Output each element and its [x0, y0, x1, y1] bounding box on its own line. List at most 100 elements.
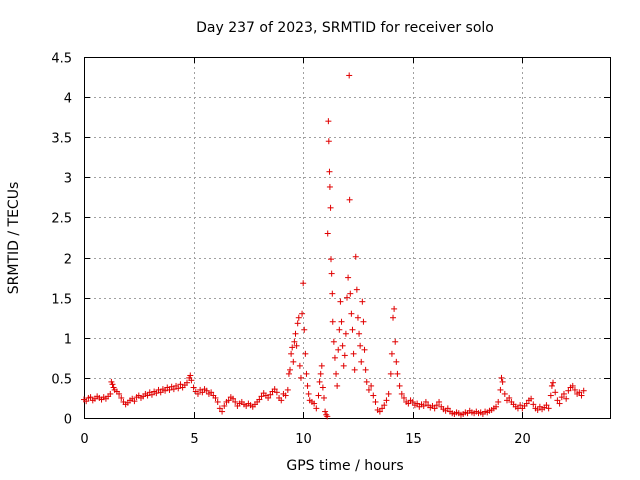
data-point: [558, 394, 565, 401]
data-point: [376, 408, 383, 415]
data-point: [530, 401, 537, 408]
data-point: [303, 370, 310, 377]
data-point: [315, 392, 322, 399]
data-point: [293, 342, 300, 349]
data-point: [273, 389, 280, 396]
data-point: [175, 385, 182, 392]
y-tick-label: 0: [64, 413, 72, 428]
data-point: [381, 402, 388, 409]
data-point: [365, 386, 372, 393]
data-point: [550, 379, 557, 386]
data-point: [313, 405, 320, 412]
data-point: [379, 405, 386, 412]
data-points: [81, 72, 587, 420]
data-point: [177, 381, 184, 388]
plot-frame: [84, 57, 611, 419]
y-tick-label: 3: [64, 172, 72, 187]
data-point: [258, 393, 265, 400]
data-point: [347, 290, 354, 297]
data-point: [87, 394, 94, 401]
x-axis-ticks: 0 5 10 15 20: [80, 57, 531, 447]
data-point: [361, 346, 368, 353]
data-point: [232, 398, 239, 405]
data-point: [325, 138, 332, 145]
data-point: [400, 394, 407, 401]
data-point: [523, 400, 530, 407]
data-point: [305, 390, 312, 397]
y-tick-label: 3.5: [51, 132, 72, 147]
data-point: [338, 318, 345, 325]
data-point: [324, 413, 331, 420]
data-point: [394, 370, 401, 377]
y-axis-ticks: 0 0.5 1 1.5 2 2.5 3 3.5 4 4.5: [51, 52, 610, 428]
data-point: [162, 387, 169, 394]
data-point: [563, 395, 570, 402]
data-point: [83, 398, 90, 405]
data-point: [335, 346, 342, 353]
data-point: [391, 305, 398, 312]
x-tick-label: 5: [190, 432, 198, 447]
data-point: [543, 402, 550, 409]
data-point: [346, 72, 353, 79]
data-point: [294, 320, 301, 327]
data-point: [291, 338, 298, 345]
data-point: [571, 386, 578, 393]
data-point: [203, 387, 210, 394]
data-point: [292, 330, 299, 337]
data-point: [289, 344, 296, 351]
data-point: [188, 377, 195, 384]
data-point: [545, 405, 552, 412]
data-point: [552, 389, 559, 396]
data-point: [329, 290, 336, 297]
data-point: [318, 362, 325, 369]
data-point: [431, 405, 438, 412]
data-point: [345, 274, 352, 281]
data-point: [353, 286, 360, 293]
data-point: [495, 398, 502, 405]
data-point: [358, 358, 365, 365]
data-point: [405, 400, 412, 407]
data-point: [578, 392, 585, 399]
y-tick-label: 0.5: [51, 373, 72, 388]
data-point: [383, 397, 390, 404]
data-point: [170, 386, 177, 393]
data-point: [327, 204, 334, 211]
data-point: [444, 405, 451, 412]
y-tick-label: 4: [64, 92, 72, 107]
data-point: [346, 196, 353, 203]
data-point: [352, 253, 359, 260]
data-point: [230, 395, 237, 402]
data-point: [499, 378, 506, 385]
data-point: [331, 354, 338, 361]
data-point: [517, 402, 524, 409]
data-point: [212, 394, 219, 401]
data-point: [284, 386, 291, 393]
data-point: [351, 366, 358, 373]
data-point: [300, 280, 307, 287]
data-point: [271, 386, 278, 393]
data-point: [221, 402, 228, 409]
data-point: [319, 384, 326, 391]
x-tick-label: 20: [514, 432, 531, 447]
data-point: [330, 338, 337, 345]
data-point: [326, 183, 333, 190]
x-tick-label: 15: [405, 432, 422, 447]
data-point: [166, 386, 173, 393]
y-tick-label: 1.5: [51, 293, 72, 308]
data-point: [267, 391, 274, 398]
data-point: [580, 387, 587, 394]
data-point: [287, 366, 294, 373]
data-point: [157, 389, 164, 396]
data-point: [278, 397, 285, 404]
grid-lines: [84, 57, 610, 418]
data-point: [265, 394, 272, 401]
data-point: [282, 392, 289, 399]
data-point: [320, 394, 327, 401]
data-point: [388, 350, 395, 357]
data-point: [344, 294, 350, 301]
data-point: [497, 386, 504, 393]
data-point: [109, 381, 116, 388]
y-tick-label: 2: [64, 253, 72, 268]
data-point: [296, 362, 303, 369]
chart-title: Day 237 of 2023, SRMTID for receiver sol…: [196, 20, 494, 36]
